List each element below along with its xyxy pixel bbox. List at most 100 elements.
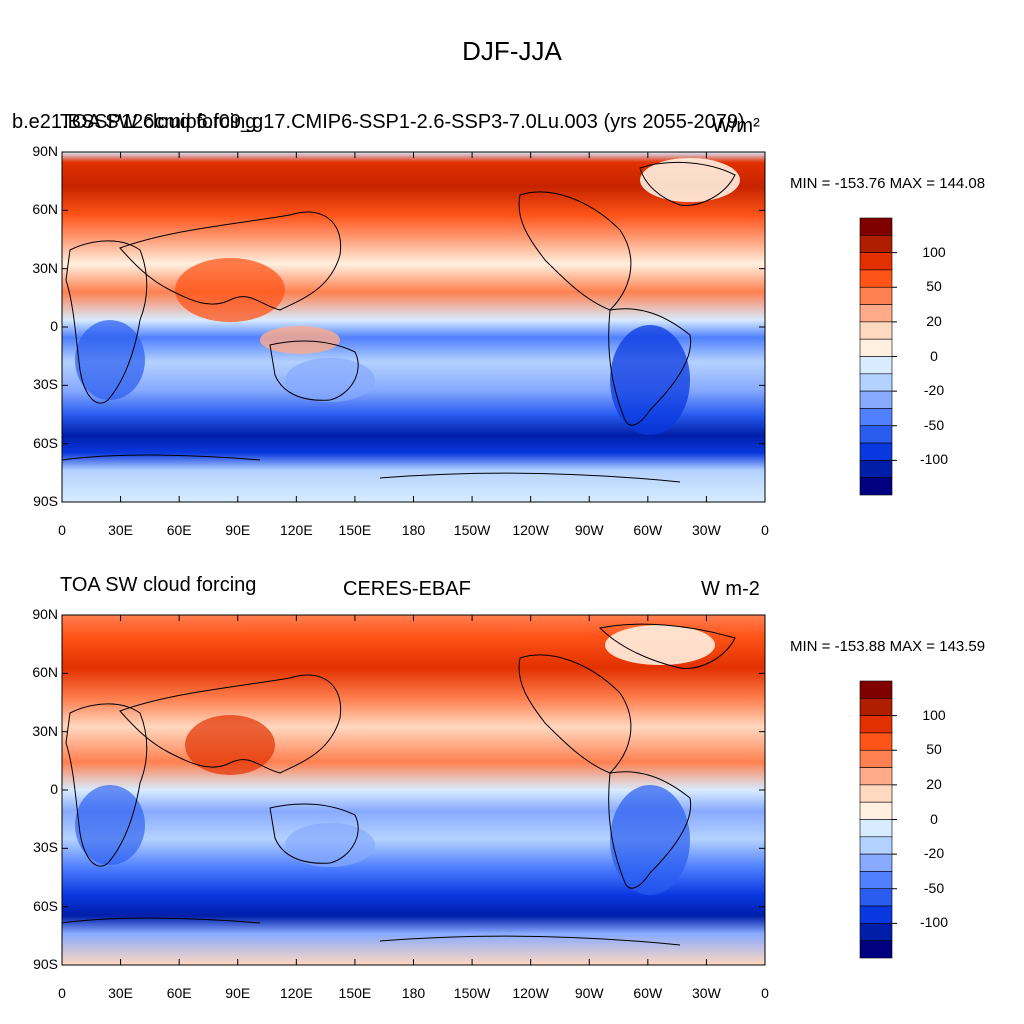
colorbar-1-label: 100 xyxy=(922,243,946,260)
colorbar-2-swatch xyxy=(859,871,893,890)
panel-1-lon-label: 90E xyxy=(225,522,251,538)
panel-2-lon-label: 90E xyxy=(225,985,251,1001)
panel-2-variable-title: TOA SW cloud forcing xyxy=(60,574,257,596)
colorbar-2-swatch xyxy=(859,836,893,855)
colorbar-2-swatch xyxy=(859,888,893,907)
colorbar-2-swatch xyxy=(859,940,893,959)
panel-1-lat-label: 0 xyxy=(50,318,58,334)
panel-1-lon-label: 180 xyxy=(401,522,426,538)
colorbar-1-swatch xyxy=(859,338,893,357)
colorbar-1-swatch xyxy=(859,442,893,461)
panel-1-lat-label: 60S xyxy=(33,434,58,451)
colorbar-1-label: 0 xyxy=(930,347,938,364)
panel-2-coastlines xyxy=(61,623,736,946)
panel-2-lat-label: 30S xyxy=(33,839,58,856)
panel-1-lat-label: 90S xyxy=(33,493,58,509)
panel-2-lon-label: 60W xyxy=(633,985,663,1001)
panel-2-units: W m-2 xyxy=(701,578,760,600)
panel-2-lat-label: 60N xyxy=(32,664,58,681)
colorbar-2 xyxy=(859,680,897,959)
panel-2-lon-label: 30E xyxy=(108,985,134,1001)
colorbar-2-swatch xyxy=(859,680,893,699)
colorbar-1-label: 50 xyxy=(926,278,942,295)
panel-1-feature-greenland xyxy=(640,158,740,202)
panel-1-feature-africa xyxy=(75,320,145,400)
panel-1-case-title: b.e21.BSSP126cmip6.f09_g17.CMIP6-SSP1-2.… xyxy=(12,111,745,133)
panel-2-lat-label: 0 xyxy=(50,781,58,797)
colorbar-2-swatch xyxy=(859,749,893,768)
panel-1-lon-label: 60E xyxy=(166,522,192,538)
panel-1-lon-label: 60W xyxy=(633,522,663,538)
panel-1-coastlines xyxy=(61,161,736,483)
panel-2-lat-label: 90N xyxy=(32,606,58,622)
colorbar-2-swatch xyxy=(859,715,893,734)
panel-2-feature-africa xyxy=(75,785,145,865)
colorbar-1-swatch xyxy=(859,269,893,288)
colorbar-1-swatch xyxy=(859,252,893,271)
main-title: DJF-JJA xyxy=(462,36,562,66)
panel-1-lon-label: 0 xyxy=(58,522,66,538)
panel-1-feature-asian-monsoon xyxy=(175,258,285,322)
colorbar-2-swatch xyxy=(859,923,893,941)
colorbar-2-label: -100 xyxy=(919,914,949,931)
colorbar-1-swatch xyxy=(859,408,893,427)
panel-2-lat-label: 30N xyxy=(32,722,58,739)
colorbar-1-swatch xyxy=(859,235,893,253)
colorbar-2-swatch xyxy=(859,698,893,716)
colorbar-1-swatch xyxy=(859,321,893,340)
panel-2-lon-label: 150W xyxy=(453,985,491,1001)
panel-1-lon-label: 0 xyxy=(761,522,769,538)
colorbar-2-label: 0 xyxy=(930,810,938,827)
colorbar-1-swatch xyxy=(859,390,893,409)
colorbar-2-label: 100 xyxy=(922,706,946,723)
colorbar-1-label: -50 xyxy=(923,416,945,433)
panel-1-min-max: MIN = -153.76 MAX = 144.08 xyxy=(790,175,986,192)
colorbar-2-label: -50 xyxy=(923,879,945,896)
colorbar-2-swatch xyxy=(859,732,893,751)
panel-1-lon-label: 120W xyxy=(512,522,549,538)
colorbar-1-label: -100 xyxy=(919,451,949,468)
panel-1-ticks xyxy=(61,151,766,503)
colorbar-1-swatch xyxy=(859,286,893,305)
colorbar-1-swatch xyxy=(859,217,893,236)
colorbar-2-swatch xyxy=(859,819,893,838)
colorbar-2-swatch xyxy=(859,767,893,786)
panel-2-lon-label: 30W xyxy=(692,985,721,1001)
colorbar-1-swatch xyxy=(859,477,893,496)
panel-1-lat-label: 30S xyxy=(33,376,58,393)
colorbar-1 xyxy=(859,217,897,496)
colorbar-1-swatch xyxy=(859,425,893,444)
colorbar-1-swatch xyxy=(859,460,893,478)
panel-1-lon-label: 150E xyxy=(338,522,372,538)
panel-2-lat-label: 90S xyxy=(33,956,58,972)
panel-2-min-max: MIN = -153.88 MAX = 143.59 xyxy=(790,638,986,655)
panel-2-lon-label: 90W xyxy=(574,985,604,1001)
panel-1-units: W/m² xyxy=(712,115,760,137)
panel-1-map xyxy=(61,151,766,503)
colorbar-1-swatch xyxy=(859,304,893,323)
panel-1-lon-label: 120E xyxy=(279,522,313,538)
colorbar-2-swatch xyxy=(859,801,893,820)
panel-1-lon-label: 30E xyxy=(108,522,134,538)
panel-1-lat-label: 60N xyxy=(32,201,58,218)
panel-1-lon-label: 30W xyxy=(692,522,721,538)
colorbar-2-swatch xyxy=(859,784,893,803)
panel-1-feature-australia xyxy=(285,358,375,402)
panel-1-feature-south-america xyxy=(610,325,690,435)
panel-2-feature-australia xyxy=(285,823,375,867)
colorbar-2-swatch xyxy=(859,905,893,924)
panel-2-feature-south-america xyxy=(610,785,690,895)
panel-2-lon-label: 150E xyxy=(338,985,372,1001)
panel-2-lon-label: 60E xyxy=(166,985,192,1001)
panel-1-variable-title: TOA SW cloud forcing xyxy=(60,111,257,133)
panel-2-lon-label: 180 xyxy=(401,985,426,1001)
panel-2-lon-label: 0 xyxy=(761,985,769,1001)
panel-2-lon-label: 120E xyxy=(279,985,313,1001)
colorbar-1-swatch xyxy=(859,356,893,375)
colorbar-1-label: -20 xyxy=(923,382,945,399)
colorbar-1-label: 20 xyxy=(926,312,942,329)
panel-1-lat-label: 90N xyxy=(32,143,58,159)
panel-1-lat-label: 30N xyxy=(32,259,58,276)
panel-2-feature-asian-monsoon xyxy=(185,715,275,775)
